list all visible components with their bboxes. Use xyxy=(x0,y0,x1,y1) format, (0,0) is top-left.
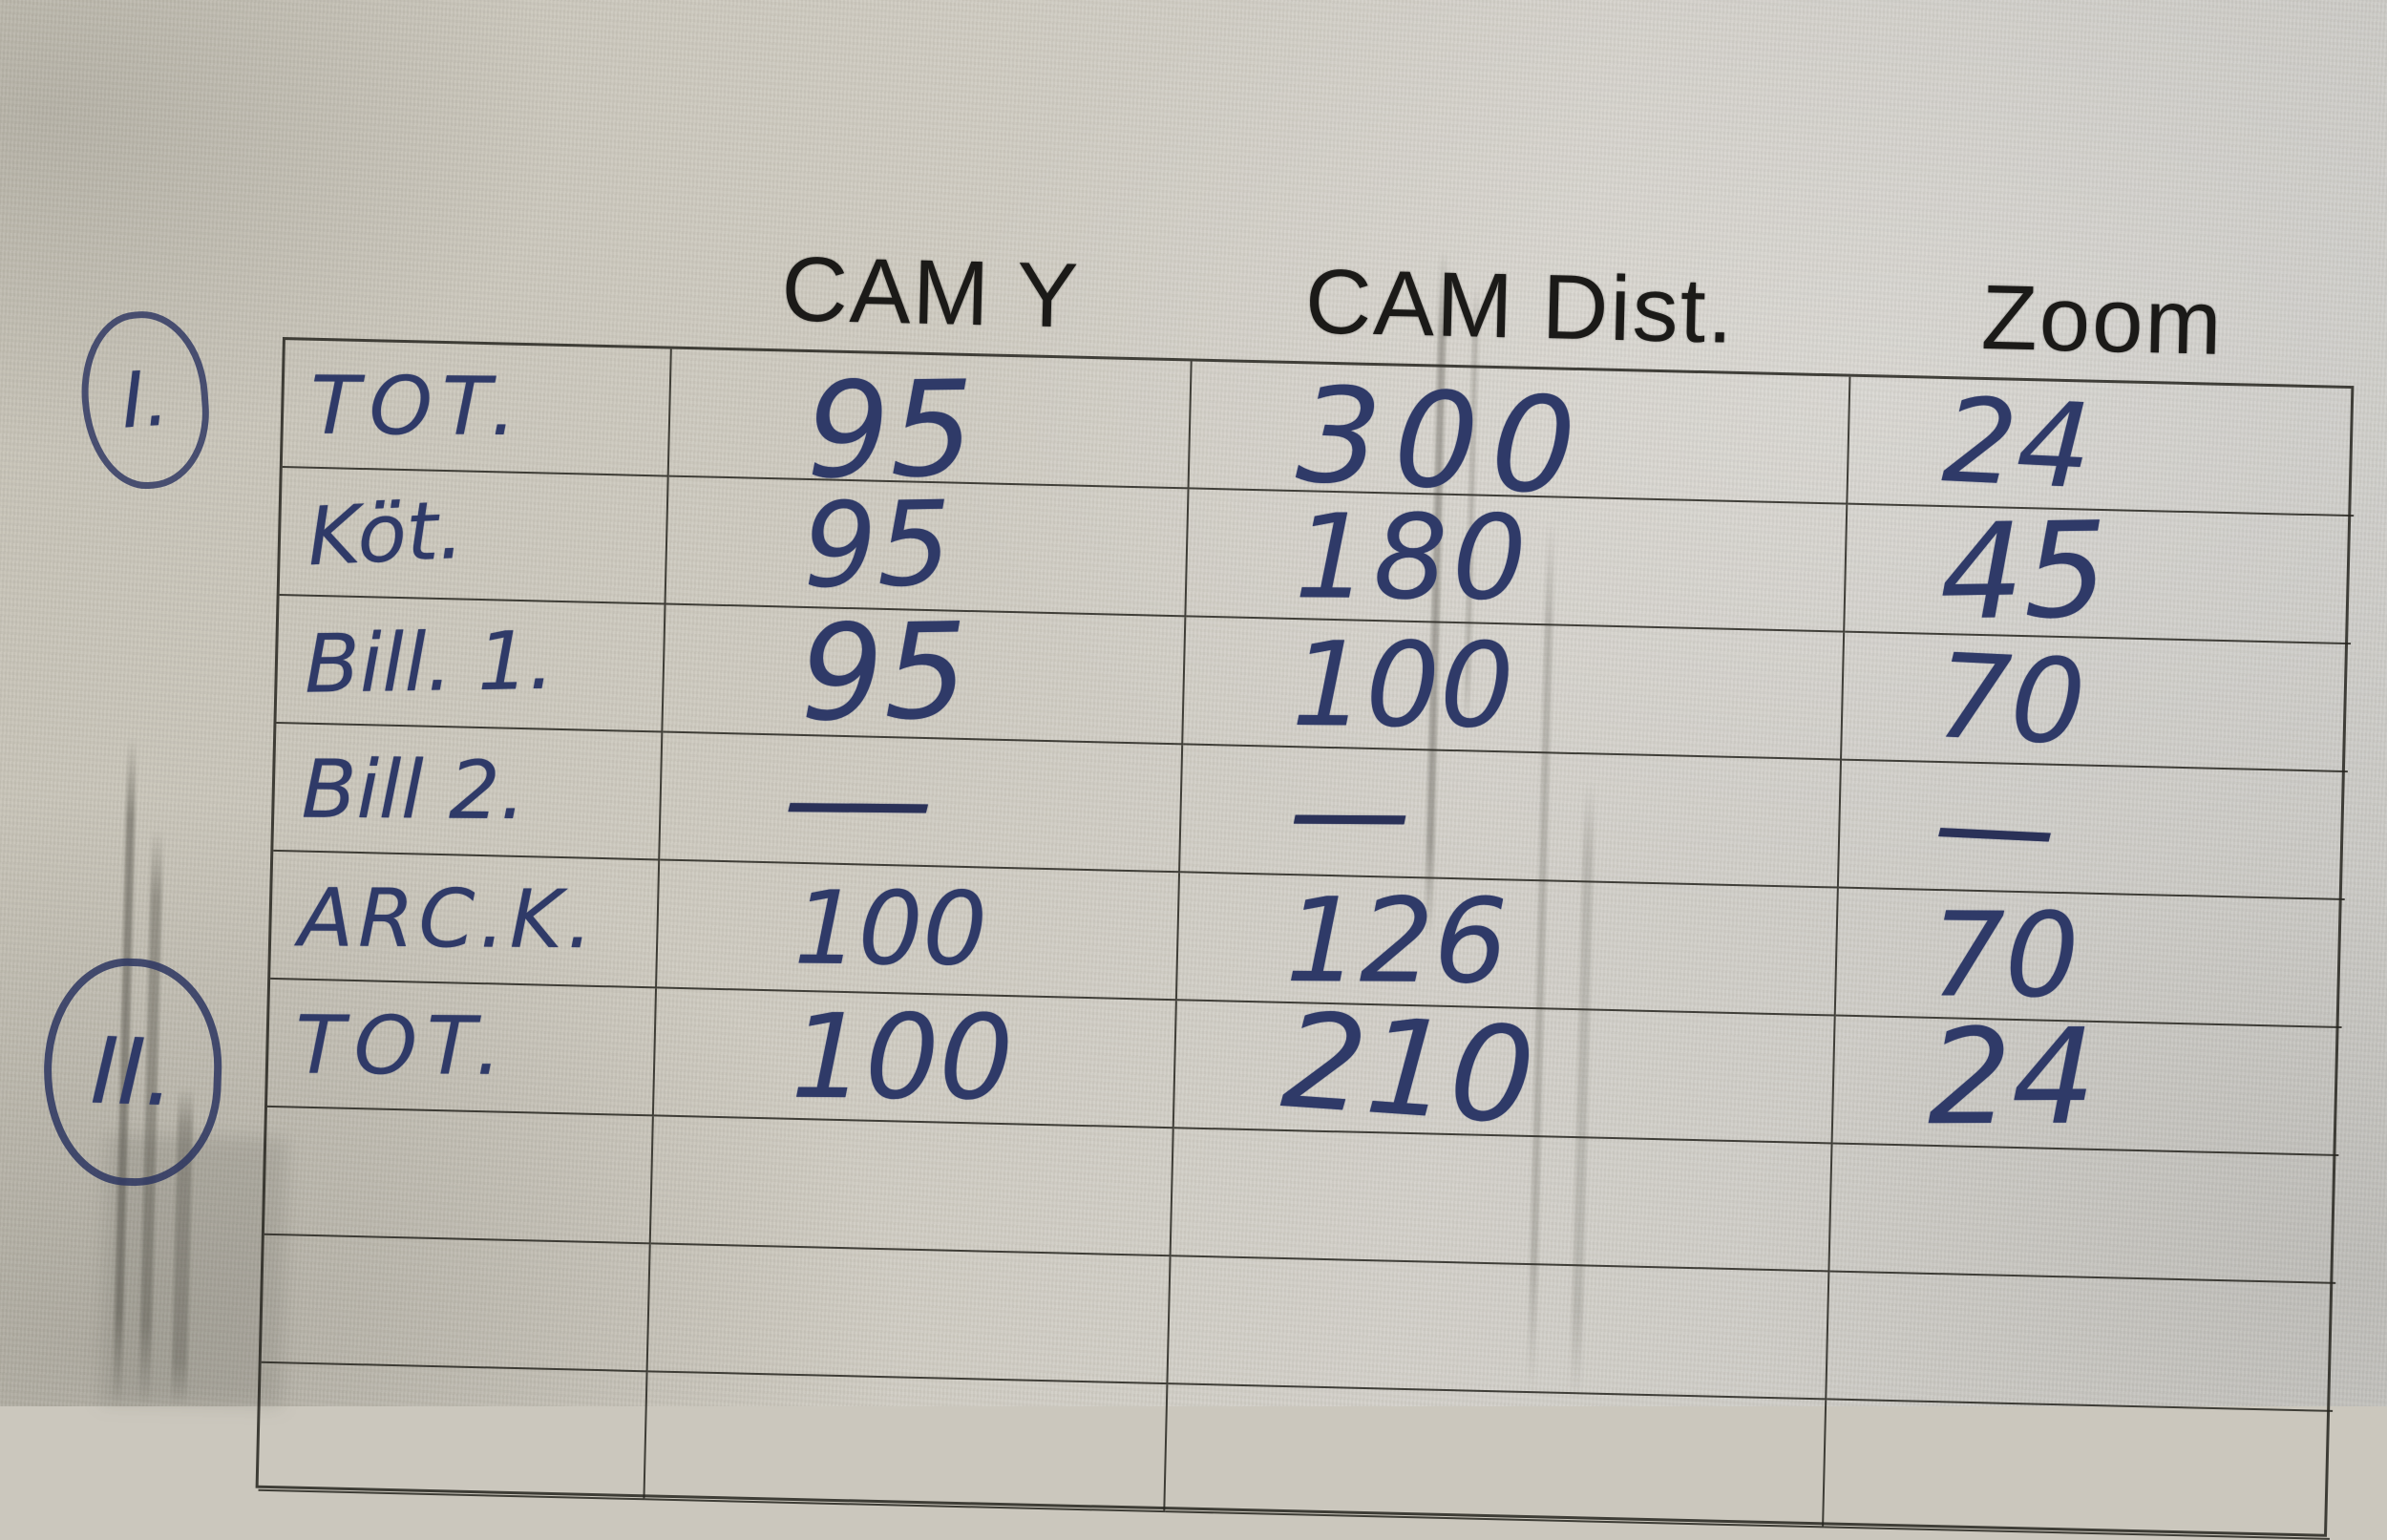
data-table: TOT. 95 300 24 Köt. 95 180 45 Bill. 1. 9… xyxy=(256,337,2355,1537)
handwritten-dash: — xyxy=(1288,750,1411,874)
cam-dist-cell: 300 xyxy=(1190,361,1851,504)
column-header-cam-y: CAM Y xyxy=(780,243,1081,351)
zoom-cell: 70 xyxy=(1842,633,2351,772)
handwritten-value: 95 xyxy=(802,486,952,604)
column-header-zoom: Zoom xyxy=(1980,272,2225,379)
paper-sheet-photo: I. II. CAM Y CAM Dist. Zoom TOT. 95 300 … xyxy=(0,0,2387,1406)
cam-dist-cell: 180 xyxy=(1186,489,1848,632)
handwritten-row-label: ARC.K. xyxy=(298,877,597,960)
row-label-cell xyxy=(262,1235,651,1373)
zoom-cell: 45 xyxy=(1845,505,2354,644)
cam-y-cell xyxy=(651,1116,1174,1256)
column-header-cam-dist: CAM Dist. xyxy=(1304,256,1736,368)
cam-dist-cell: — xyxy=(1180,745,1842,888)
handwritten-value: 70 xyxy=(1934,638,2088,761)
handwritten-row-label: Köt. xyxy=(306,490,465,577)
handwritten-value: 100 xyxy=(791,999,1014,1116)
row-label-cell: ARC.K. xyxy=(270,852,660,989)
zoom-cell xyxy=(1829,1144,2338,1283)
row-label-cell xyxy=(259,1363,648,1501)
handwritten-value: 180 xyxy=(1295,498,1532,617)
row-label-cell: Bill. 1. xyxy=(276,596,665,733)
handwritten-value: 100 xyxy=(793,878,987,981)
handwritten-value: 100 xyxy=(1291,626,1514,744)
cam-y-cell: 100 xyxy=(657,860,1180,1001)
circled-numeral-1: I. xyxy=(76,307,215,494)
handwritten-row-label: Bill 2. xyxy=(302,749,526,831)
row-label-cell xyxy=(264,1108,654,1245)
handwritten-row-label: Bill. 1. xyxy=(304,621,554,705)
cam-dist-cell: 126 xyxy=(1177,873,1839,1016)
cam-y-cell: 95 xyxy=(663,605,1186,746)
handwritten-row-label: TOT. xyxy=(295,1004,511,1086)
row-label-cell: Bill 2. xyxy=(273,724,663,861)
cam-y-cell: — xyxy=(660,732,1183,873)
handwritten-value: 126 xyxy=(1285,882,1509,1000)
table-area: CAM Y CAM Dist. Zoom TOT. 95 300 24 Köt.… xyxy=(256,337,2355,1537)
zoom-cell xyxy=(1827,1272,2335,1411)
handwritten-value: 210 xyxy=(1278,995,1538,1144)
handwritten-value: 24 xyxy=(1928,1012,2096,1144)
handwritten-dash: — xyxy=(782,739,935,863)
row-label-cell: TOT. xyxy=(267,980,657,1117)
cam-y-cell: 95 xyxy=(669,349,1193,490)
cam-dist-cell: 100 xyxy=(1183,617,1845,760)
handwritten-dash: — xyxy=(1931,763,2059,891)
handwritten-value: 45 xyxy=(1939,505,2109,640)
numeral-label: I. xyxy=(119,360,171,439)
numeral-label: II. xyxy=(90,1025,176,1120)
handwritten-value: 95 xyxy=(799,606,969,741)
cam-y-cell: 100 xyxy=(654,988,1177,1129)
zoom-cell: 24 xyxy=(1833,1017,2342,1156)
cam-dist-cell xyxy=(1168,1256,1829,1400)
row-label-cell: TOT. xyxy=(283,340,672,477)
zoom-cell xyxy=(1824,1400,2333,1539)
handwritten-value: 24 xyxy=(1940,382,2094,505)
cam-dist-cell: 210 xyxy=(1174,1001,1836,1144)
zoom-cell: — xyxy=(1839,761,2348,900)
handwritten-value: 70 xyxy=(1931,897,2080,1014)
cam-y-cell xyxy=(648,1244,1172,1384)
row-label-cell: Köt. xyxy=(280,468,669,605)
handwritten-row-label: TOT. xyxy=(310,366,526,447)
cam-y-cell xyxy=(644,1372,1168,1512)
